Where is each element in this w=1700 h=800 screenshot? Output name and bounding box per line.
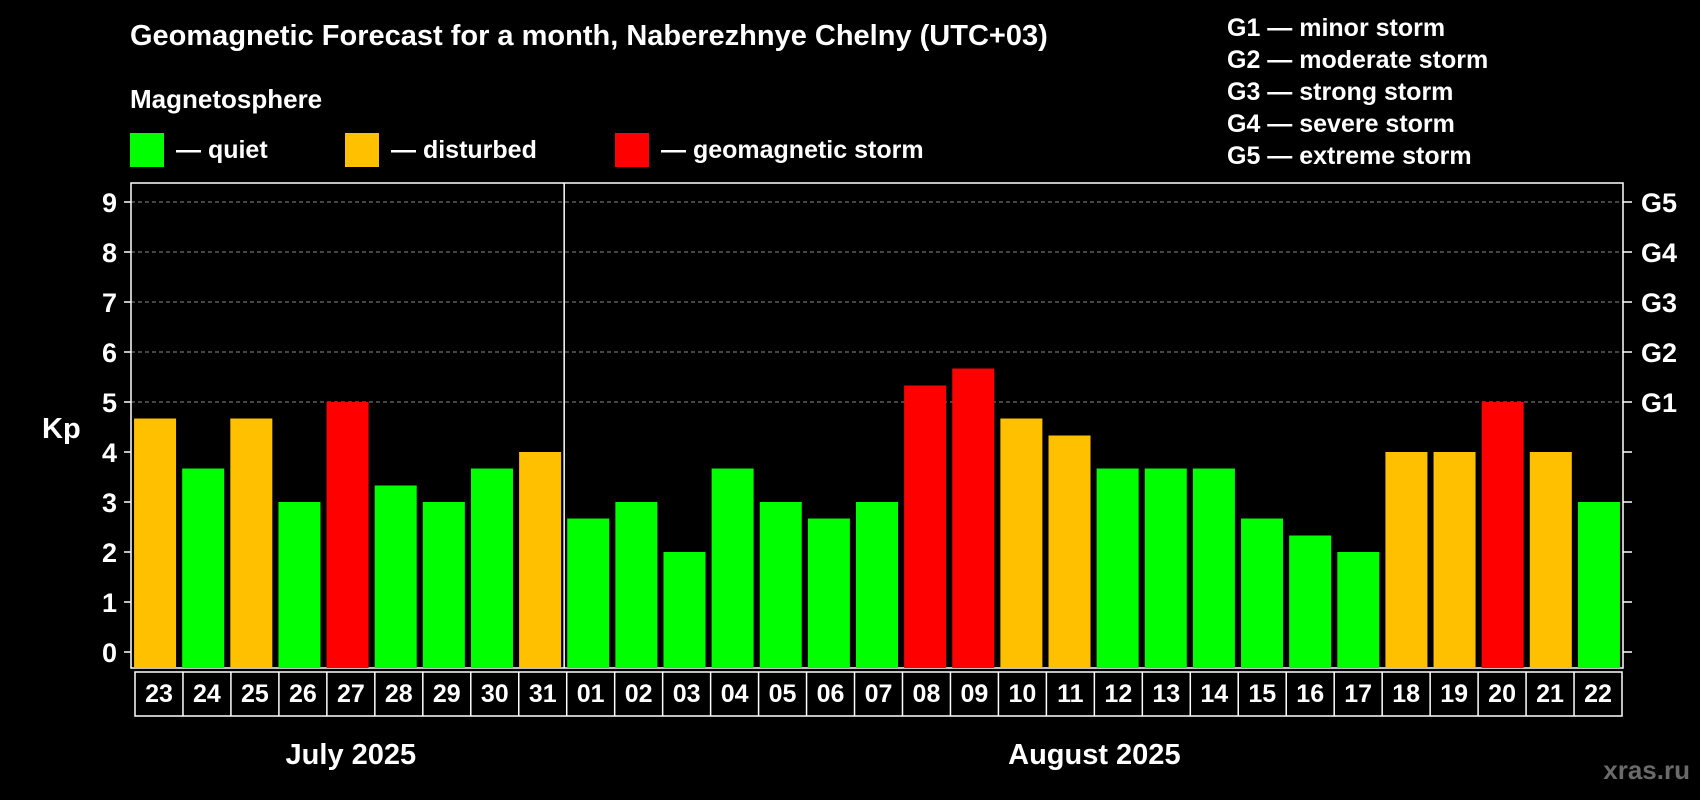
- y-tick-label: 4: [102, 438, 117, 468]
- legend-subtitle: Magnetosphere: [130, 84, 323, 114]
- date-label-28: 28: [385, 680, 413, 708]
- bar-28: [374, 485, 417, 668]
- bar-11: [1048, 435, 1091, 668]
- date-label-31: 31: [529, 680, 557, 708]
- bar-13: [1144, 468, 1187, 668]
- storm-level-g4: G4 — severe storm: [1227, 110, 1455, 138]
- storm-axis-label: G2: [1641, 338, 1677, 368]
- bar-26: [278, 502, 321, 668]
- legend-quiet: — quiet: [130, 132, 268, 168]
- watermark: xras.ru: [1603, 755, 1690, 785]
- date-label-09: 09: [961, 680, 989, 708]
- bar-04: [711, 468, 754, 668]
- bar-31: [519, 452, 562, 668]
- bar-09: [952, 368, 995, 668]
- date-label-15: 15: [1248, 680, 1276, 708]
- legend-disturbed: — disturbed: [345, 132, 537, 168]
- date-label-18: 18: [1392, 680, 1420, 708]
- storm-axis-label: G5: [1641, 188, 1677, 218]
- bar-24: [182, 468, 225, 668]
- date-label-05: 05: [769, 680, 797, 708]
- y-tick-label: 5: [102, 388, 117, 418]
- bar-02: [615, 502, 658, 668]
- date-label-04: 04: [721, 680, 749, 708]
- bar-17: [1337, 552, 1380, 668]
- date-label-19: 19: [1440, 680, 1468, 708]
- month-label: August 2025: [1008, 739, 1180, 771]
- chart-title: Geomagnetic Forecast for a month, Nabere…: [130, 20, 1048, 52]
- legend-quiet-label: — quiet: [176, 135, 268, 164]
- bar-03: [663, 552, 706, 668]
- bar-21: [1529, 452, 1572, 668]
- date-label-03: 03: [673, 680, 701, 708]
- date-label-22: 22: [1584, 680, 1612, 708]
- date-label-25: 25: [241, 680, 269, 708]
- bar-20: [1481, 402, 1524, 668]
- y-tick-label: 0: [102, 638, 117, 668]
- date-label-16: 16: [1296, 680, 1324, 708]
- bar-15: [1241, 518, 1284, 668]
- bar-22: [1577, 502, 1620, 668]
- bar-05: [759, 502, 802, 668]
- bar-16: [1289, 535, 1332, 668]
- y-axis-label: Kp: [42, 413, 81, 445]
- storm-level-g3: G3 — strong storm: [1227, 78, 1454, 106]
- date-label-08: 08: [913, 680, 941, 708]
- y-tick-label: 3: [102, 488, 117, 518]
- legend-storm: — geomagnetic storm: [615, 132, 924, 168]
- date-label-12: 12: [1104, 680, 1132, 708]
- bar-27: [326, 402, 369, 668]
- bar-19: [1433, 452, 1476, 668]
- date-label-27: 27: [337, 680, 365, 708]
- legend-storm-swatch: [615, 133, 649, 167]
- date-label-10: 10: [1008, 680, 1036, 708]
- bar-01: [567, 518, 610, 668]
- date-label-01: 01: [577, 680, 605, 708]
- date-label-26: 26: [289, 680, 317, 708]
- bar-25: [230, 418, 273, 668]
- date-label-30: 30: [481, 680, 509, 708]
- bar-12: [1096, 468, 1139, 668]
- date-label-20: 20: [1488, 680, 1516, 708]
- y-tick-label: 2: [102, 538, 117, 568]
- date-label-07: 07: [865, 680, 893, 708]
- legend-quiet-swatch: [130, 133, 164, 167]
- y-tick-label: 1: [102, 588, 117, 618]
- bar-06: [807, 518, 850, 668]
- legend-disturbed-label: — disturbed: [391, 135, 537, 164]
- bar-10: [1000, 418, 1043, 668]
- storm-level-g2: G2 — moderate storm: [1227, 46, 1489, 74]
- legend-disturbed-swatch: [345, 133, 379, 167]
- date-label-06: 06: [817, 680, 845, 708]
- date-label-11: 11: [1057, 680, 1084, 708]
- date-label-13: 13: [1152, 680, 1180, 708]
- bar-23: [134, 418, 177, 668]
- y-tick-label: 7: [102, 288, 117, 318]
- date-label-23: 23: [145, 680, 173, 708]
- y-tick-label: 6: [102, 338, 117, 368]
- bar-14: [1192, 468, 1235, 668]
- date-label-02: 02: [625, 680, 653, 708]
- storm-axis-label: G3: [1641, 288, 1677, 318]
- date-label-24: 24: [193, 680, 221, 708]
- date-row-frame: [134, 671, 1623, 717]
- bar-08: [904, 385, 947, 668]
- month-label: July 2025: [286, 739, 417, 771]
- date-label-29: 29: [433, 680, 461, 708]
- date-label-21: 21: [1536, 680, 1564, 708]
- date-label-14: 14: [1200, 680, 1228, 708]
- storm-axis-label: G4: [1641, 238, 1677, 268]
- bar-30: [470, 468, 513, 668]
- storm-level-g1: G1 — minor storm: [1227, 14, 1446, 42]
- storm-axis-label: G1: [1641, 388, 1677, 418]
- y-tick-label: 9: [102, 188, 117, 218]
- legend-storm-label: — geomagnetic storm: [661, 135, 924, 164]
- bar-07: [856, 502, 898, 668]
- bar-29: [422, 502, 465, 668]
- date-label-17: 17: [1344, 680, 1372, 708]
- bar-18: [1385, 452, 1428, 668]
- storm-level-g5: G5 — extreme storm: [1227, 142, 1472, 170]
- y-tick-label: 8: [102, 238, 117, 268]
